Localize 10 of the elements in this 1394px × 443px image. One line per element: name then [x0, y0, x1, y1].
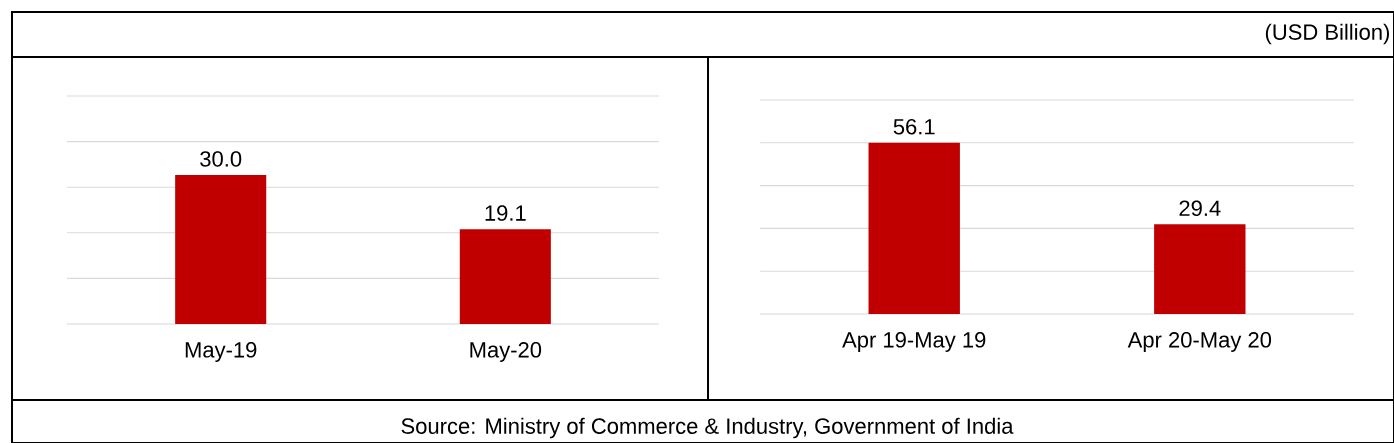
data-label: 30.0	[200, 151, 242, 167]
data-label: 29.4	[1179, 200, 1221, 217]
data-label: 19.1	[485, 205, 526, 221]
data-label: 56.1	[893, 118, 935, 135]
x-tick-label: May-19	[185, 342, 257, 362]
x-tick-label: Apr 19-May 19	[842, 332, 986, 352]
x-tick-label: May-20	[470, 342, 542, 362]
text: (USD Billion)	[1265, 23, 1389, 45]
x-tick-label: Apr 20-May 20	[1127, 332, 1272, 352]
source-note: Source: Ministry of Commerce & Industry, Government of India	[401, 417, 1014, 439]
